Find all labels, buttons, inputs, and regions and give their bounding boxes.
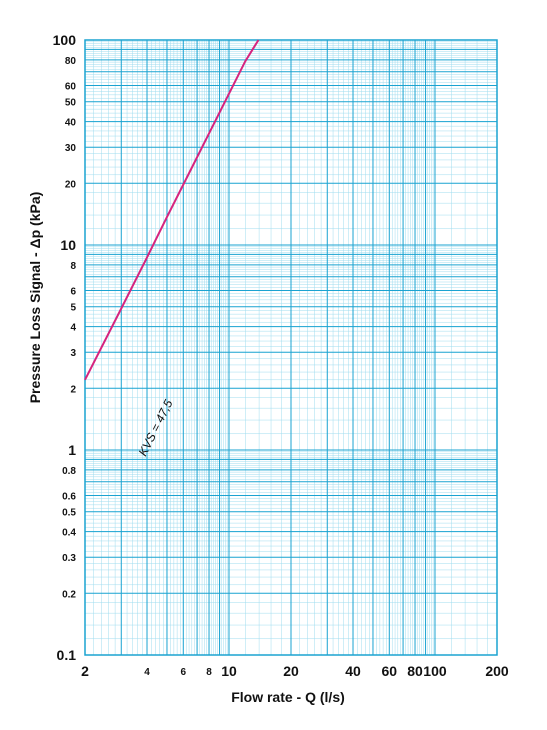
x-tick-label: 4 [144,667,150,678]
x-axis-title: Flow rate - Q (l/s) [231,689,345,705]
y-tick-label: 10 [60,237,76,253]
y-tick-label: 2 [70,384,76,395]
series-layer: KVS = 47,5 [84,39,260,458]
x-tick-label: 6 [181,667,187,678]
y-tick-label: 30 [65,143,77,154]
y-tick-label: 0.2 [62,589,76,600]
y-tick-label: 0.4 [62,528,76,539]
grid-major [84,39,498,656]
y-tick-label: 50 [65,98,77,109]
y-tick-label: 20 [65,179,77,190]
x-tick-label: 10 [221,663,237,679]
y-tick-label: 1 [68,442,76,458]
x-tick-label: 8 [206,667,212,678]
x-tick-label: 80 [407,663,423,679]
y-tick-label: 100 [53,32,77,48]
y-tick-label: 8 [70,261,76,272]
y-tick-label: 60 [65,81,77,92]
x-tick-label: 200 [485,663,509,679]
y-tick-label: 0.3 [62,553,76,564]
y-tick-labels: 0.1 0.2 0.3 0.4 0.5 0.6 0.8 1 2 3 4 5 6 8 10 20 30 40 50 60… [53,32,77,663]
y-tick-label: 0.6 [62,491,76,502]
series-line-kvs [84,39,260,381]
y-tick-label: 0.5 [62,508,76,519]
y-tick-label: 0.1 [57,647,77,663]
y-tick-label: 40 [65,118,77,129]
plot-frame [84,39,498,656]
y-tick-label: 80 [65,56,77,67]
y-tick-label: 6 [70,286,76,297]
y-tick-label: 4 [70,323,76,334]
x-tick-label: 100 [423,663,447,679]
x-tick-label: 60 [381,663,397,679]
x-tick-labels: 2 4 6 8 10 20 40 60 80 100 200 [81,663,509,679]
x-tick-label: 20 [283,663,299,679]
y-tick-label: 0.8 [62,466,76,477]
y-axis-title: Pressure Loss Signal - Δp (kPa) [27,192,43,404]
y-tick-label: 5 [70,303,76,314]
y-tick-label: 3 [70,348,76,359]
x-tick-label: 40 [345,663,361,679]
x-tick-label: 2 [81,663,89,679]
